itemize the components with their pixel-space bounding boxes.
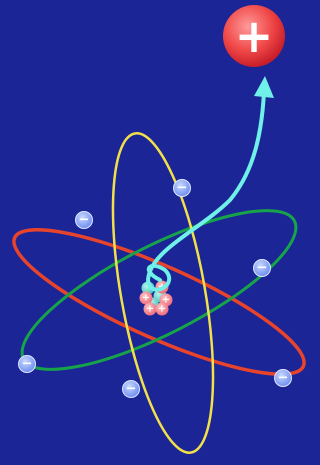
ion-label: +: [235, 9, 274, 63]
proton-label: +: [146, 304, 154, 315]
electron-label: −: [126, 382, 137, 397]
atom-illustration: +++++ + −−−−−−: [0, 0, 313, 465]
background: [0, 0, 313, 465]
electron-label: −: [177, 181, 188, 196]
electron-label: −: [278, 371, 289, 386]
page: {"ion_label": "+", "electron_labels": ["…: [0, 0, 320, 465]
electron-label: −: [79, 213, 90, 228]
proton-label: +: [158, 304, 166, 315]
electron-label: −: [22, 357, 33, 372]
electron-label: −: [257, 261, 268, 276]
proton-label: +: [142, 293, 150, 304]
